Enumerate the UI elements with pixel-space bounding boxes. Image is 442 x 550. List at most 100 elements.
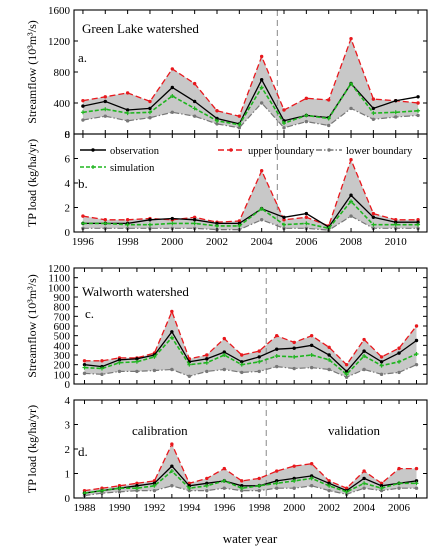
data-point-upper-boundary [222, 466, 226, 471]
uncertainty-band [84, 444, 417, 496]
data-point-upper-boundary [103, 95, 107, 99]
data-point-upper-boundary [414, 324, 419, 328]
data-point-lower-boundary [222, 486, 226, 490]
data-point-lower-boundary [100, 372, 104, 377]
data-point-observation [362, 349, 366, 353]
data-point-observation [309, 474, 314, 478]
data-point-lower-boundary [103, 114, 107, 118]
series-line-upper-boundary [82, 157, 419, 227]
data-point-simulation [237, 122, 242, 127]
data-point-upper-boundary [170, 442, 174, 446]
data-point-simulation [82, 365, 87, 370]
x-tick-label: 1998 [248, 502, 271, 514]
data-point-simulation [274, 353, 279, 358]
data-point-upper-boundary [82, 359, 87, 363]
y-tick-label: 3 [65, 420, 71, 432]
data-point-observation [379, 360, 384, 364]
data-point-lower-boundary [205, 369, 209, 374]
uncertainty-band [82, 159, 419, 231]
x-tick-label: 2000 [283, 502, 306, 514]
data-point-simulation [152, 483, 157, 488]
data-point-upper-boundary [362, 469, 366, 473]
data-point-upper-boundary [371, 97, 376, 101]
data-point-observation [371, 215, 376, 219]
data-point-simulation [239, 486, 244, 491]
data-point-lower-boundary [275, 364, 279, 369]
data-point-simulation [344, 372, 349, 377]
data-point-observation [416, 95, 420, 99]
legend-marker [229, 148, 233, 152]
data-point-lower-boundary [344, 375, 349, 379]
data-point-upper-boundary [125, 218, 130, 222]
data-point-upper-boundary [309, 462, 314, 466]
y-tick-label: 8 [65, 129, 71, 141]
y-tick-label: 700 [54, 311, 71, 323]
y-tick-label: 1200 [48, 263, 71, 275]
series-line-simulation [82, 82, 419, 126]
data-point-lower-boundary [240, 488, 244, 493]
data-point-lower-boundary [259, 101, 264, 105]
data-point-upper-boundary [103, 218, 107, 222]
y-tick-label: 300 [54, 350, 71, 362]
annotation-calibration: calibration [132, 423, 188, 438]
data-point-simulation [222, 478, 227, 483]
data-point-simulation [259, 206, 264, 211]
data-point-upper-boundary [292, 340, 296, 345]
data-point-simulation [259, 85, 264, 90]
data-point-upper-boundary [304, 215, 309, 219]
data-point-lower-boundary [362, 367, 366, 372]
data-point-simulation [397, 359, 402, 364]
data-point-upper-boundary [135, 481, 139, 485]
data-point-simulation [309, 476, 314, 481]
x-tick-label: 2000 [161, 236, 184, 248]
data-point-simulation [204, 483, 209, 488]
data-point-simulation [117, 486, 122, 491]
x-tick-label: 1996 [213, 502, 236, 514]
data-point-simulation [237, 223, 242, 228]
y-tick-label: 1000 [48, 282, 71, 294]
data-point-lower-boundary [192, 114, 197, 118]
data-point-upper-boundary [282, 108, 286, 112]
data-point-observation [205, 357, 209, 361]
y-tick-label: 900 [54, 292, 71, 304]
legend-marker [327, 148, 331, 152]
data-point-simulation [99, 488, 104, 493]
data-point-simulation [371, 111, 376, 116]
data-point-lower-boundary [414, 486, 419, 490]
data-point-lower-boundary [170, 110, 175, 115]
data-point-simulation [304, 221, 309, 226]
y-tick-label: 800 [54, 302, 71, 314]
data-point-lower-boundary [349, 106, 353, 111]
x-tick-label: 2006 [388, 502, 411, 514]
data-point-simulation [204, 360, 209, 365]
data-point-lower-boundary [397, 370, 401, 375]
data-point-observation [170, 216, 175, 221]
data-point-upper-boundary [327, 479, 331, 483]
data-point-lower-boundary [309, 365, 314, 370]
data-point-lower-boundary [379, 372, 384, 377]
data-point-simulation [397, 481, 402, 486]
data-point-lower-boundary [170, 484, 174, 488]
data-point-observation [416, 220, 420, 224]
data-point-upper-boundary [82, 488, 87, 493]
series-line-upper-boundary [84, 442, 417, 492]
data-point-lower-boundary [82, 371, 87, 376]
x-tick-label: 1994 [178, 502, 201, 514]
data-point-observation [259, 78, 264, 82]
data-point-lower-boundary [148, 116, 152, 120]
data-point-observation [414, 479, 419, 483]
x-tick-label: 1990 [108, 502, 131, 514]
data-point-simulation [214, 223, 219, 228]
series-line-observation [82, 78, 419, 125]
data-point-upper-boundary [205, 476, 209, 481]
data-point-lower-boundary [416, 113, 420, 118]
data-point-lower-boundary [187, 374, 192, 378]
series-line-simulation [84, 336, 417, 376]
data-point-upper-boundary [100, 359, 104, 363]
data-point-simulation [192, 221, 197, 226]
data-point-upper-boundary [397, 466, 401, 471]
legend-label: simulation [110, 163, 155, 174]
data-point-simulation [349, 81, 354, 86]
data-point-simulation [292, 478, 297, 483]
data-point-simulation [309, 353, 314, 357]
